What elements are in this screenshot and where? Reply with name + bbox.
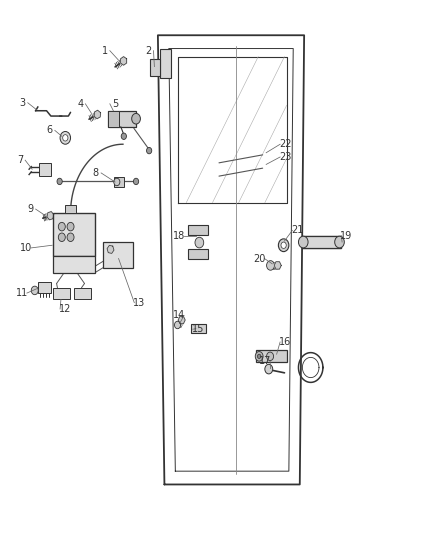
Text: 16: 16 — [279, 337, 292, 347]
Bar — [74, 288, 91, 300]
Text: 17: 17 — [259, 356, 271, 366]
Bar — [103, 242, 133, 268]
Text: 3: 3 — [19, 98, 25, 108]
Circle shape — [58, 233, 65, 241]
Polygon shape — [178, 316, 185, 324]
Text: 13: 13 — [134, 297, 146, 308]
Circle shape — [267, 261, 275, 270]
Bar — [191, 325, 206, 333]
Text: 9: 9 — [27, 204, 33, 214]
Bar — [188, 249, 208, 259]
Circle shape — [57, 178, 62, 184]
Circle shape — [174, 321, 180, 329]
Bar — [114, 177, 124, 187]
Text: 15: 15 — [192, 324, 204, 334]
Text: 12: 12 — [59, 304, 71, 314]
Text: 20: 20 — [253, 254, 265, 263]
Polygon shape — [274, 262, 281, 269]
Text: 8: 8 — [93, 168, 99, 178]
Text: 7: 7 — [17, 155, 23, 165]
Bar — [65, 205, 76, 213]
Circle shape — [147, 148, 152, 154]
Text: 14: 14 — [173, 310, 185, 320]
Circle shape — [267, 352, 274, 361]
Polygon shape — [94, 110, 100, 119]
Bar — [39, 164, 51, 175]
Circle shape — [279, 239, 289, 252]
Bar — [302, 236, 341, 248]
Polygon shape — [107, 245, 114, 253]
Text: 22: 22 — [279, 139, 292, 149]
Text: 5: 5 — [112, 99, 118, 109]
Circle shape — [63, 135, 68, 141]
Text: 21: 21 — [291, 225, 304, 236]
Bar — [150, 59, 159, 76]
Bar — [53, 288, 70, 300]
Circle shape — [281, 242, 286, 248]
Text: 11: 11 — [15, 288, 28, 298]
Circle shape — [58, 222, 65, 231]
Bar — [53, 256, 95, 273]
Circle shape — [134, 178, 139, 184]
Circle shape — [60, 132, 71, 144]
Circle shape — [132, 114, 141, 124]
Bar — [38, 282, 51, 293]
Polygon shape — [47, 212, 54, 220]
Text: 10: 10 — [20, 243, 32, 253]
Circle shape — [67, 222, 74, 231]
Text: 18: 18 — [173, 231, 185, 241]
Text: 19: 19 — [340, 231, 353, 241]
Text: 2: 2 — [145, 46, 152, 55]
Bar — [302, 236, 341, 248]
Circle shape — [121, 133, 127, 140]
Text: 4: 4 — [77, 99, 83, 109]
Bar — [108, 111, 136, 127]
Circle shape — [67, 233, 74, 241]
Circle shape — [114, 178, 120, 185]
Bar — [108, 111, 119, 127]
Circle shape — [258, 354, 261, 359]
Text: 23: 23 — [279, 152, 292, 162]
Text: 1: 1 — [102, 46, 108, 55]
Circle shape — [265, 365, 273, 374]
Circle shape — [31, 286, 38, 295]
Circle shape — [195, 237, 204, 248]
Circle shape — [298, 236, 308, 248]
Bar — [188, 225, 208, 235]
Circle shape — [255, 352, 263, 361]
Bar — [160, 49, 171, 78]
Bar — [256, 351, 287, 362]
Bar — [53, 213, 95, 256]
Text: 6: 6 — [46, 125, 53, 135]
Circle shape — [335, 236, 344, 248]
Polygon shape — [120, 56, 127, 65]
